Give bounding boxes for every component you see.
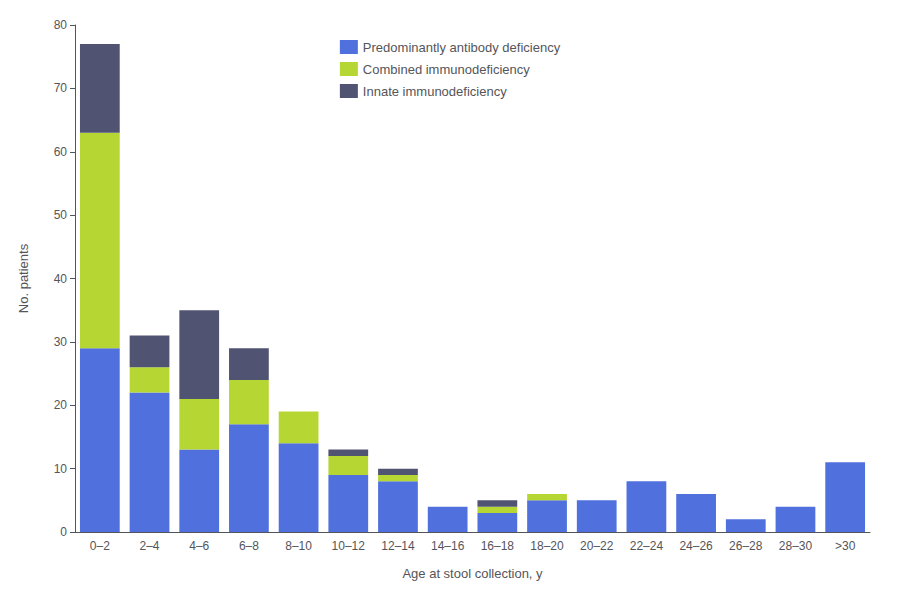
svg-text:26–28: 26–28 — [729, 539, 763, 553]
svg-text:16–18: 16–18 — [481, 539, 515, 553]
svg-text:20–22: 20–22 — [580, 539, 614, 553]
svg-text:24–26: 24–26 — [679, 539, 713, 553]
svg-text:Innate immunodeficiency: Innate immunodeficiency — [363, 84, 507, 99]
svg-text:80: 80 — [54, 18, 68, 32]
svg-text:28–30: 28–30 — [779, 539, 813, 553]
svg-text:22–24: 22–24 — [630, 539, 664, 553]
svg-text:8–10: 8–10 — [285, 539, 312, 553]
svg-text:70: 70 — [54, 81, 68, 95]
svg-text:12–14: 12–14 — [381, 539, 415, 553]
svg-text:50: 50 — [54, 208, 68, 222]
svg-text:4–6: 4–6 — [189, 539, 209, 553]
svg-text:Predominantly antibody deficie: Predominantly antibody deficiency — [363, 40, 561, 55]
svg-text:40: 40 — [54, 272, 68, 286]
svg-text:14–16: 14–16 — [431, 539, 465, 553]
svg-text:No. patients: No. patients — [16, 243, 31, 313]
svg-text:6–8: 6–8 — [239, 539, 259, 553]
svg-text:Age at stool collection, y: Age at stool collection, y — [402, 566, 543, 581]
svg-text:60: 60 — [54, 145, 68, 159]
svg-text:18–20: 18–20 — [530, 539, 564, 553]
svg-text:30: 30 — [54, 335, 68, 349]
svg-text:10–12: 10–12 — [332, 539, 366, 553]
svg-text:10: 10 — [54, 462, 68, 476]
svg-text:2–4: 2–4 — [140, 539, 160, 553]
svg-text:20: 20 — [54, 398, 68, 412]
svg-text:0: 0 — [60, 525, 67, 539]
svg-text:>30: >30 — [835, 539, 856, 553]
svg-text:0–2: 0–2 — [90, 539, 110, 553]
svg-text:Combined immunodeficiency: Combined immunodeficiency — [363, 62, 530, 77]
